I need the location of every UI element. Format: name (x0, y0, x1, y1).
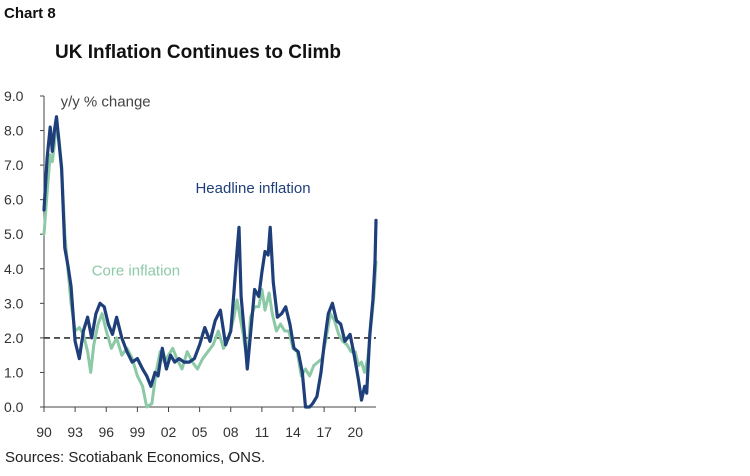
series-layer (42, 115, 378, 409)
x-tick-label: 11 (255, 424, 270, 440)
x-tick-label: 99 (130, 424, 146, 440)
y-tick-label: 9.0 (4, 88, 24, 104)
x-tick-label: 93 (67, 424, 83, 440)
y-tick-label: 0.0 (4, 399, 24, 415)
chart-title: UK Inflation Continues to Climb (55, 42, 342, 63)
x-tick-label: 20 (347, 424, 363, 440)
y-axis: 0.0 1.0 2.0 3.0 4.0 5.0 6.0 7.0 8.0 9.0 (4, 88, 45, 415)
x-axis: 90 93 96 99 02 05 08 11 14 17 20 (36, 406, 376, 440)
source-note: Sources: Scotiabank Economics, ONS. (5, 449, 266, 466)
headline-inflation-line (42, 115, 378, 409)
y-tick-label: 7.0 (4, 157, 24, 173)
x-tick-label: 96 (98, 424, 114, 440)
y-tick-label: 6.0 (4, 192, 24, 208)
y-tick-label: 4.0 (4, 261, 24, 277)
x-tick-label: 90 (36, 424, 52, 440)
annotation-label: Headline inflation (195, 180, 310, 197)
annotation-layer: y/y % change Headline inflation Core infla… (61, 93, 311, 279)
y-tick-label: 2.0 (4, 330, 24, 346)
x-tick-label: 08 (223, 424, 239, 440)
annotation-label: Core inflation (92, 263, 180, 280)
chart-number-label: Chart 8 (4, 5, 56, 22)
y-tick-label: 3.0 (4, 295, 24, 311)
x-tick-label: 05 (192, 424, 208, 440)
y-tick-label: 8.0 (4, 123, 24, 139)
y-tick-label: 5.0 (4, 226, 24, 242)
y-tick-label: 1.0 (4, 364, 24, 380)
x-tick-label: 17 (316, 424, 332, 440)
x-tick-label: 02 (161, 424, 177, 440)
annotation-label: y/y % change (61, 93, 151, 110)
x-tick-label: 14 (285, 424, 301, 440)
